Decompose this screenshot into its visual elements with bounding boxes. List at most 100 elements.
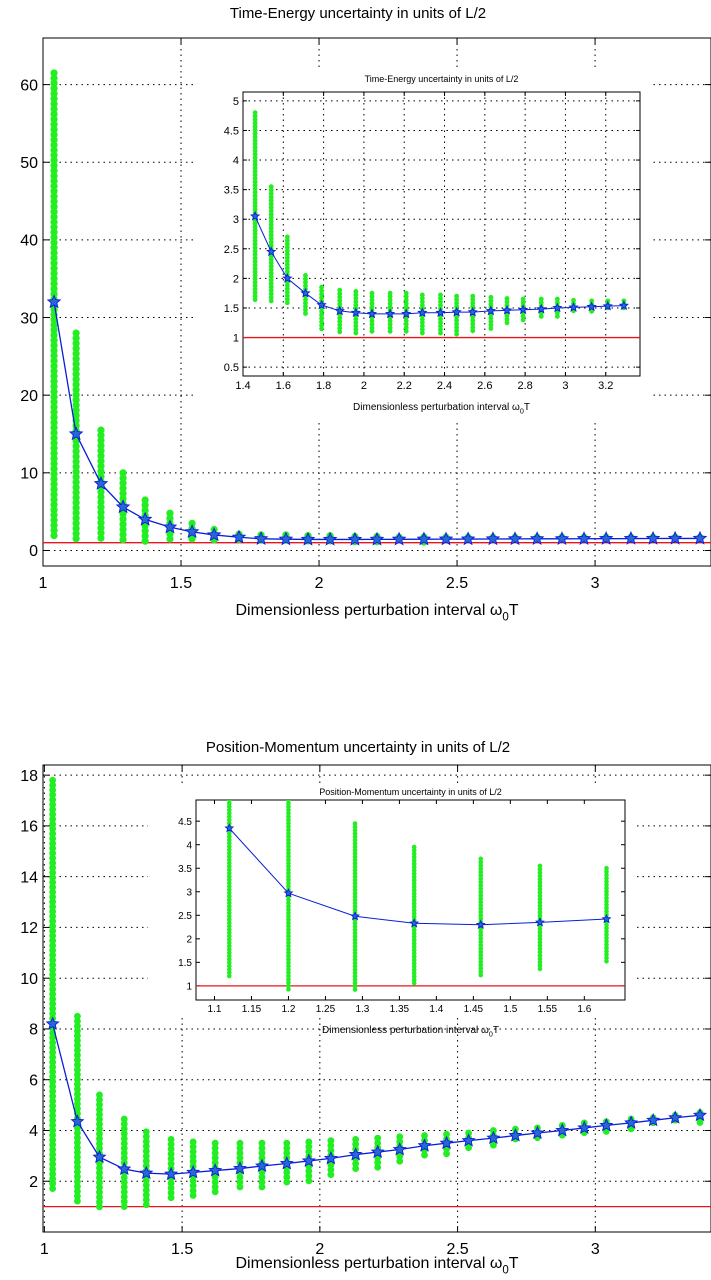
x-axis-label-main: Dimensionless perturbation interval ω (235, 602, 502, 619)
x-axis-label-tail: T (493, 1025, 499, 1036)
chart-title: Position-Momentum uncertainty in units o… (319, 787, 502, 797)
mean-marker (391, 531, 407, 546)
x-tick-label: 1.1 (208, 1004, 222, 1015)
x-tick-label: 3 (562, 380, 568, 392)
plot-area (196, 800, 625, 993)
y-tick-label: 20 (20, 388, 38, 405)
y-tick-label: 10 (20, 466, 38, 483)
x-tick-label: 1 (39, 575, 48, 592)
mean-marker (254, 1158, 270, 1172)
mean-marker (438, 531, 454, 546)
mean-marker (598, 530, 614, 545)
y-tick-label: 0 (29, 543, 38, 560)
mean-marker (554, 531, 570, 546)
mean-marker (186, 1164, 201, 1179)
y-tick-label: 40 (20, 233, 38, 250)
x-tick-label: 2.5 (446, 1241, 468, 1258)
mean-marker (282, 273, 293, 283)
mean-marker (232, 1161, 247, 1175)
inset-background (148, 786, 637, 1017)
mean-marker (417, 1138, 432, 1152)
x-tick-label: 2.4 (437, 380, 452, 392)
mean-marker (117, 1161, 132, 1176)
y-tick-label: 4.5 (224, 125, 239, 137)
mean-marker (164, 1166, 179, 1181)
y-tick-label: 1 (186, 981, 192, 992)
y-tick-label: 2 (186, 934, 192, 945)
x-tick-label: 1.55 (538, 1004, 558, 1015)
mean-marker (535, 917, 545, 927)
mean-marker (137, 511, 153, 526)
y-tick-label: 3.5 (224, 185, 239, 197)
x-tick-label: 1.5 (503, 1004, 517, 1015)
x-tick-label: 1 (40, 1241, 49, 1258)
y-tick-label: 5 (233, 96, 239, 108)
mean-marker (602, 300, 613, 311)
x-tick-label: 3 (591, 1241, 600, 1258)
plot-area (43, 69, 711, 546)
mean-marker (529, 531, 545, 546)
x-tick-label: 1.15 (242, 1004, 262, 1015)
mean-marker (348, 1147, 363, 1161)
mean-marker (536, 303, 547, 314)
y-tick-label: 4.5 (178, 817, 192, 828)
x-tick-label: 3 (591, 575, 600, 592)
mean-marker (279, 1156, 294, 1170)
mean-marker (646, 1112, 661, 1127)
mean-marker (249, 210, 261, 221)
x-tick-label: 1.45 (464, 1004, 484, 1015)
mean-marker (139, 1165, 154, 1180)
mean-marker (416, 531, 432, 546)
y-tick-label: 2.5 (178, 911, 192, 922)
x-tick-label: 1.6 (276, 380, 291, 392)
plot-area (43, 776, 711, 1213)
mean-marker (530, 1125, 545, 1139)
x-tick-label: 2.2 (397, 380, 412, 392)
x-axis-label: Dimensionless perturbation interval ω0T (235, 1255, 518, 1277)
x-axis-label-main: Dimensionless perturbation interval ω (322, 1025, 489, 1036)
mean-marker (369, 531, 385, 546)
x-tick-label: 1.6 (577, 1004, 591, 1015)
mean-marker (552, 302, 563, 313)
mean-marker (623, 530, 639, 545)
mean-marker (300, 531, 316, 546)
mean-marker (586, 301, 597, 312)
mean-marker (347, 531, 363, 546)
mean-marker (417, 307, 428, 318)
chart-title: Time-Energy uncertainty in units of L/2 (365, 74, 519, 84)
x-axis-label: Dimensionless perturbation interval ω0T (235, 602, 518, 624)
x-tick-label: 2.5 (446, 575, 468, 592)
mean-marker (323, 1151, 338, 1165)
y-tick-label: 8 (29, 1022, 38, 1039)
mean-marker (370, 1144, 385, 1159)
x-tick-label: 1.25 (316, 1004, 336, 1015)
mean-marker (231, 529, 247, 544)
x-axis-label-subscript: 0 (502, 612, 508, 624)
x-tick-label: 1.5 (171, 1241, 193, 1258)
y-tick-label: 6 (29, 1072, 38, 1089)
x-tick-label: 2.6 (477, 380, 492, 392)
axes-frame (42, 37, 711, 567)
mean-marker (475, 919, 486, 929)
mean-marker (668, 1110, 683, 1124)
y-tick-label: 2 (233, 273, 239, 285)
x-tick-label: 2 (315, 575, 324, 592)
y-tick-label: 2.5 (224, 244, 239, 256)
mean-marker (624, 1115, 639, 1129)
mean-marker (486, 1130, 501, 1145)
y-tick-label: 4 (233, 155, 239, 167)
mean-marker (599, 1118, 614, 1132)
x-tick-label: 1.35 (390, 1004, 410, 1015)
y-tick-label: 3.5 (178, 864, 192, 875)
mean-marker (461, 1133, 476, 1147)
axes-frame (42, 764, 711, 1233)
y-tick-label: 4 (29, 1123, 38, 1140)
mean-marker (508, 1128, 523, 1142)
y-tick-label: 3 (186, 887, 192, 898)
mean-marker (392, 1142, 407, 1156)
y-tick-label: 1.5 (224, 303, 239, 315)
mean-marker (451, 306, 462, 317)
mean-marker (334, 305, 345, 316)
mean-marker (409, 918, 420, 928)
